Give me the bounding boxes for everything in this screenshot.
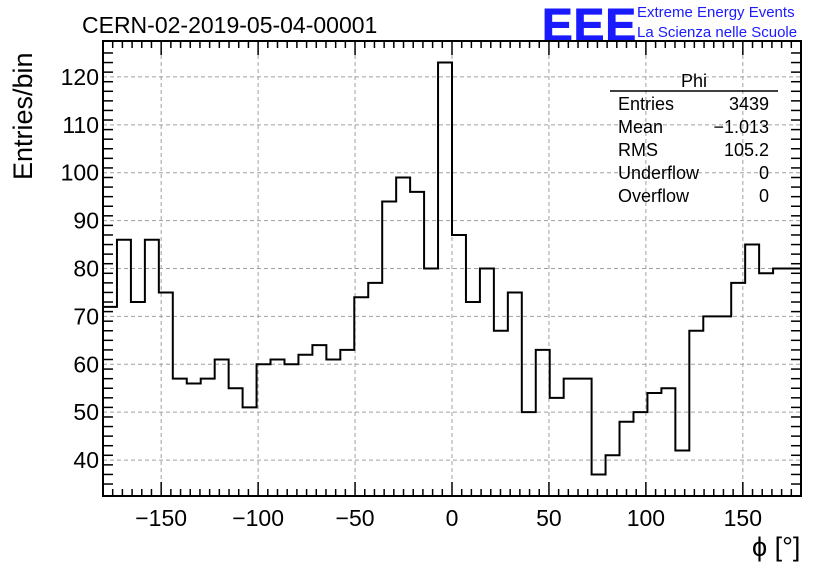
histogram-bin [396,178,410,497]
stats-label-mean: Mean [618,117,663,137]
histogram-bin [703,316,717,496]
histogram-bin [731,283,745,496]
x-tick-label: 150 [724,505,762,531]
histogram-bin [466,302,480,496]
histogram-bin [271,360,285,497]
histogram-outline [103,61,801,476]
histogram-bin [312,345,326,496]
y-tick-label: 120 [61,64,99,90]
histogram-bin [522,412,536,496]
histogram-bin [536,350,550,496]
x-axis-label: ϕ [°] [752,532,801,562]
y-tick-label: 50 [73,399,99,425]
x-tick-label: 0 [446,505,459,531]
histogram-bin [368,283,382,496]
histogram-bin [117,240,131,496]
y-tick-label: 70 [73,303,99,329]
histogram-bin [438,63,452,496]
histogram-bin [647,393,661,496]
histogram-bin [410,192,424,496]
histogram-bin [773,269,787,497]
histogram-bin [578,379,592,496]
y-tick-label: 40 [73,447,99,473]
histogram-bin [243,407,257,496]
stats-label-overflow: Overflow [618,186,690,206]
histogram-bin [131,302,145,496]
stats-title: Phi [681,71,707,91]
histogram-bin [187,383,201,496]
histogram-bin [508,292,522,496]
x-tick-label: 100 [627,505,665,531]
y-tick-label: 60 [73,351,99,377]
histogram-bin [480,269,494,497]
y-tick-label: 110 [62,112,99,138]
stats-label-underflow: Underflow [618,163,700,183]
histogram-bin [284,364,298,496]
grid-layer [103,41,801,496]
x-tick-label: −100 [232,505,284,531]
histogram-bin [745,245,759,496]
histogram-bin [340,350,354,496]
histogram-bin [145,240,159,496]
histogram-bin [494,331,508,496]
histogram-bin [173,379,187,496]
histogram-bin [550,398,564,496]
logo-subtitle-line2: La Scienza nelle Scuole [637,24,798,41]
histogram-bin [452,235,466,496]
x-tick-label: 50 [536,505,562,531]
histogram-bin [298,355,312,496]
histogram-bin [717,316,731,496]
logo-subtitle-line1: Extreme Energy Events [637,4,795,21]
stats-label-rms: RMS [618,140,658,160]
histogram-bin [103,307,117,496]
histogram-bin [382,201,396,496]
histogram-bin [257,364,271,496]
x-tick-label: −50 [336,505,375,531]
histogram-bin [675,451,689,497]
y-tick-label: 100 [61,160,99,186]
x-tick-label: −150 [135,505,187,531]
histogram-bin [326,360,340,497]
histogram-bin [759,273,773,496]
stats-value-underflow: 0 [759,163,769,183]
histogram-bin [424,269,438,497]
stats-label-entries: Entries [618,94,674,114]
stats-value-rms: 105.2 [724,140,769,160]
stats-box: Phi Entries 3439 Mean −1.013 RMS 105.2 U… [610,71,778,206]
histogram-bin [689,331,703,496]
histogram-bin [159,292,173,496]
tick-labels: −150 −100 −50 0 50 100 150 40 50 60 70 80 90 100 110 12… [61,64,762,531]
histogram-bin [661,388,675,496]
histogram-bin [354,297,368,496]
histogram-bin [229,388,243,496]
histogram-bin [592,474,606,496]
histogram-bin [620,422,634,496]
stats-value-mean: −1.013 [713,117,769,137]
stats-value-entries: 3439 [729,94,769,114]
y-tick-label: 90 [73,208,99,234]
y-tick-label: 80 [73,256,99,282]
axis-frame [102,40,802,497]
stats-value-overflow: 0 [759,186,769,206]
histogram-bin [201,379,215,496]
chart-title: CERN-02-2019-05-04-00001 [82,12,378,38]
histogram-bin [564,379,578,496]
histogram-bin [215,360,229,497]
